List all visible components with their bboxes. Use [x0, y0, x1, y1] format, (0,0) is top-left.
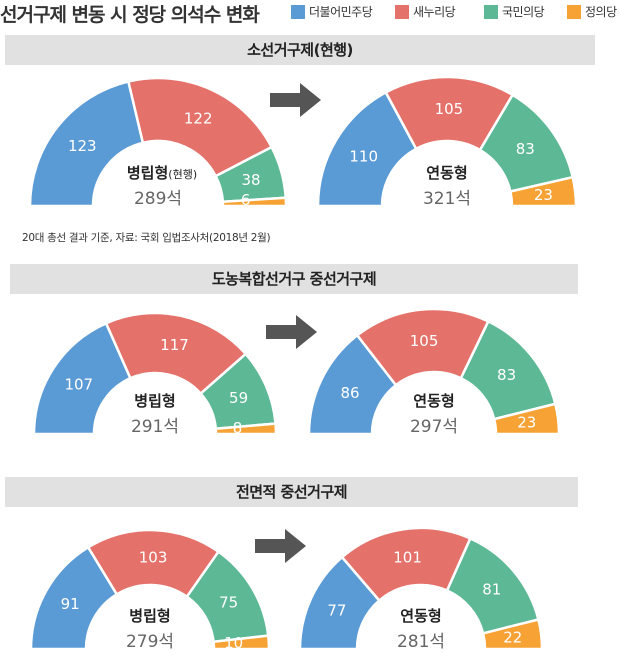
chart-total-seats: 281석	[397, 632, 445, 652]
source-note: 20대 총선 결과 기준, 자료: 국회 입법조사처(2018년 2월)	[22, 232, 271, 244]
semicircle-chart-2: 110 105 83 23 연동형 321석	[316, 75, 578, 209]
chart-type-label: 병립형	[129, 607, 170, 625]
legend-label-democratic: 더불어민주당	[309, 5, 373, 19]
slice-value-justice: 10	[224, 634, 243, 652]
legend-swatch-saenuri	[395, 5, 409, 19]
legend-swatch-democratic	[291, 5, 305, 19]
arrow-right-icon	[266, 315, 317, 349]
slice-justice	[214, 422, 278, 436]
slice-value-democratic: 123	[68, 137, 97, 155]
chart-title: 선거구제 변동 시 정당 의석수 변화	[0, 4, 260, 26]
slice-value-saenuri: 101	[393, 549, 422, 567]
slice-justice	[508, 175, 578, 208]
legend-label-peoples: 국민의당	[502, 5, 545, 19]
section-title-urban-rural: 도농복합선거구 중선거구제	[10, 264, 578, 294]
slice-value-justice: 22	[503, 629, 522, 647]
legend-swatch-justice	[567, 5, 581, 19]
chart-type-label: 연동형	[413, 392, 454, 410]
slice-value-peoples: 59	[229, 389, 248, 407]
slice-justice	[481, 617, 544, 651]
arrow-right-icon	[270, 83, 321, 117]
slice-value-peoples: 81	[482, 581, 501, 599]
chart-type-label: 연동형	[400, 607, 441, 625]
legend-label-justice: 정의당	[585, 5, 617, 19]
slice-value-peoples: 83	[497, 366, 516, 384]
slice-value-justice: 23	[517, 414, 536, 432]
slice-democratic	[28, 79, 145, 208]
slice-value-saenuri: 105	[410, 332, 439, 350]
semicircle-chart-3: 107 117 59 8 병립형 291석	[32, 311, 278, 437]
slice-value-saenuri: 117	[160, 336, 189, 354]
slice-value-saenuri: 103	[139, 549, 168, 567]
chart-total-seats: 321석	[423, 189, 471, 209]
legend-swatch-peoples	[484, 5, 498, 19]
slice-justice	[492, 402, 561, 436]
chart-total-seats: 279석	[126, 632, 174, 652]
chart-type-label: 연동형	[426, 164, 467, 182]
slice-value-peoples: 75	[219, 593, 238, 611]
slice-value-peoples: 83	[516, 140, 535, 158]
slice-value-justice: 23	[534, 186, 553, 204]
semicircle-chart-6: 77 101 81 22 연동형 281석	[298, 526, 544, 652]
chart-type-label: 병립형(현행)	[127, 164, 197, 182]
section-title-single-member: 소선거구제(현행)	[5, 35, 595, 65]
slice-saenuri	[126, 76, 274, 178]
section-title-full-medium: 전면적 중선거구제	[5, 477, 578, 507]
semicircle-chart-1: 123 122 38 6 병립형(현행) 289석	[28, 76, 288, 209]
chart-total-seats: 297석	[410, 417, 458, 437]
slice-value-saenuri: 122	[184, 109, 213, 127]
slice-value-saenuri: 105	[435, 100, 464, 118]
chart-total-seats: 289석	[134, 189, 182, 209]
slice-saenuri	[384, 75, 515, 152]
chart-total-seats: 291석	[131, 417, 179, 437]
semicircle-chart-4: 86 105 83 23 연동형 297석	[307, 307, 561, 437]
slice-justice	[221, 196, 288, 208]
slice-value-democratic: 77	[327, 601, 346, 619]
slice-saenuri	[104, 311, 248, 396]
arrow-right-icon	[255, 529, 306, 563]
slice-value-democratic: 107	[64, 375, 93, 393]
slice-value-justice: 8	[233, 419, 243, 437]
slice-justice	[212, 634, 271, 651]
slice-value-democratic: 86	[340, 384, 359, 402]
slice-value-democratic: 91	[61, 595, 80, 613]
slice-democratic	[32, 321, 133, 436]
slice-value-democratic: 110	[349, 147, 378, 165]
legend-label-saenuri: 새누리당	[413, 5, 456, 19]
slice-value-peoples: 38	[241, 171, 260, 189]
chart-type-label: 병립형	[134, 392, 175, 410]
semicircle-chart-5: 91 103 75 10 병립형 279석	[29, 528, 271, 652]
slice-value-justice: 6	[241, 191, 251, 209]
